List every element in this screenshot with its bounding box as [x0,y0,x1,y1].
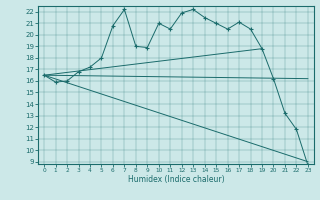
X-axis label: Humidex (Indice chaleur): Humidex (Indice chaleur) [128,175,224,184]
